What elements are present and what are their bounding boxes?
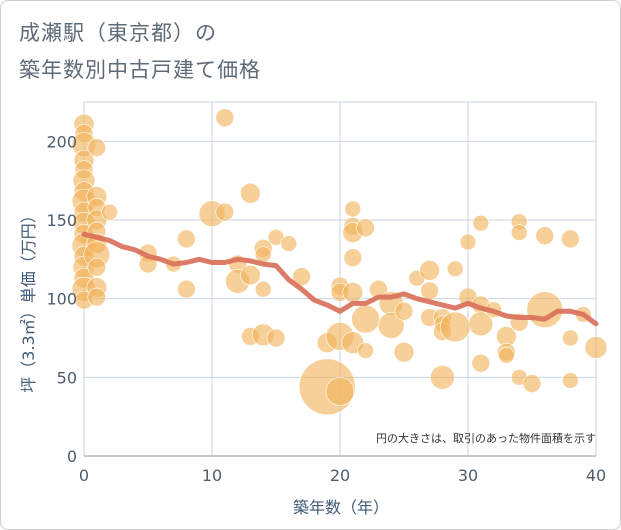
data-bubble bbox=[510, 224, 528, 241]
y-tick-label: 150 bbox=[46, 211, 77, 230]
data-bubble bbox=[535, 226, 555, 246]
data-bubble bbox=[420, 281, 439, 301]
data-bubble bbox=[240, 264, 261, 286]
data-bubble bbox=[344, 200, 362, 218]
data-bubble bbox=[356, 218, 375, 238]
data-bubble bbox=[254, 280, 272, 298]
data-bubble bbox=[87, 257, 107, 277]
trend-series bbox=[81, 231, 599, 327]
data-bubble bbox=[459, 233, 477, 251]
data-bubble bbox=[522, 374, 542, 393]
y-tick-label: 200 bbox=[46, 132, 77, 151]
bubble-size-note: 円の大きさは、取引のあった物件面積を示す bbox=[376, 431, 596, 445]
data-bubble bbox=[498, 347, 515, 364]
chart-title-line1: 成瀬駅（東京都）の bbox=[19, 21, 217, 45]
x-tick-label: 40 bbox=[586, 466, 606, 485]
data-bubble bbox=[351, 304, 380, 334]
y-tick-label: 0 bbox=[67, 447, 77, 466]
data-bubble bbox=[280, 235, 298, 252]
data-bubble bbox=[472, 214, 490, 232]
data-bubble bbox=[562, 329, 579, 347]
trend-line bbox=[81, 231, 599, 327]
x-tick-label: 20 bbox=[330, 466, 350, 485]
data-bubble bbox=[177, 279, 196, 299]
data-bubble bbox=[215, 202, 235, 222]
y-axis: 0 50 100 150 200 bbox=[46, 132, 77, 466]
data-bubble bbox=[562, 372, 579, 389]
data-bubble bbox=[471, 353, 491, 373]
data-bubble bbox=[393, 341, 415, 363]
data-bubble bbox=[215, 108, 235, 128]
data-bubble bbox=[325, 377, 355, 406]
data-bubble bbox=[419, 260, 440, 281]
data-bubble bbox=[292, 267, 311, 286]
x-tick-label: 10 bbox=[202, 466, 222, 485]
y-tick-label: 100 bbox=[46, 290, 77, 309]
data-bubble bbox=[430, 365, 455, 390]
data-bubble bbox=[446, 260, 464, 278]
chart-title: 成瀬駅（東京都）の 築年数別中古戸建て価格 bbox=[19, 15, 261, 89]
x-tick-label: 30 bbox=[458, 466, 478, 485]
data-bubble bbox=[87, 138, 107, 157]
y-axis-title: 坪（3.3㎡）単価（万円） bbox=[19, 207, 38, 392]
x-axis-title: 築年数（年） bbox=[293, 498, 389, 517]
data-bubble bbox=[357, 342, 374, 359]
x-tick-label: 0 bbox=[79, 466, 89, 485]
data-bubble bbox=[101, 203, 118, 221]
data-bubble bbox=[377, 312, 405, 339]
data-bubble bbox=[87, 287, 107, 307]
data-bubble bbox=[561, 229, 580, 249]
data-bubble bbox=[240, 182, 261, 204]
data-bubble bbox=[394, 301, 414, 321]
bubble-series bbox=[71, 108, 608, 416]
data-bubble bbox=[468, 311, 494, 337]
data-bubble bbox=[342, 282, 364, 303]
data-bubble bbox=[343, 248, 363, 268]
x-axis: 0 10 20 30 40 bbox=[79, 466, 606, 485]
y-tick-label: 50 bbox=[57, 368, 77, 387]
data-bubble bbox=[266, 328, 286, 348]
chart-title-line2: 築年数別中古戸建て価格 bbox=[19, 58, 261, 82]
data-bubble bbox=[177, 229, 196, 249]
data-bubble bbox=[584, 336, 608, 359]
data-bubble bbox=[439, 311, 471, 343]
